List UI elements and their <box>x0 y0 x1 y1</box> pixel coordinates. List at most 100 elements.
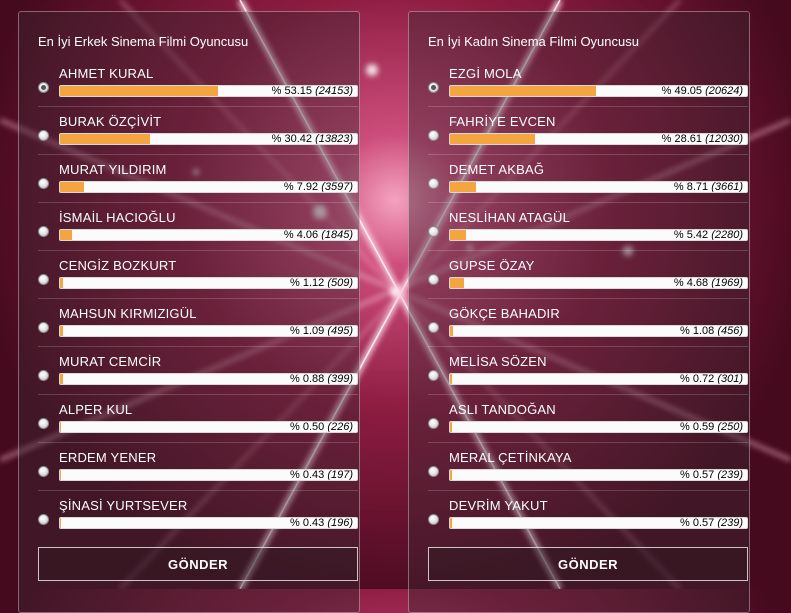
result-percent: % 8.71 (3661) <box>674 181 743 193</box>
option-radio[interactable] <box>38 274 49 285</box>
vote-count: (2280) <box>711 229 743 241</box>
result-bar-fill <box>450 182 476 192</box>
option-radio[interactable] <box>38 226 49 237</box>
option-radio[interactable] <box>428 226 439 237</box>
result-percent: % 28.61 (12030) <box>662 133 743 145</box>
result-percent: % 0.88 (399) <box>290 374 353 384</box>
option-radio[interactable] <box>38 514 49 525</box>
divider <box>38 298 358 299</box>
poll-option[interactable]: AHMET KURAL % 53.15 (24153) <box>19 59 359 107</box>
vote-count: (24153) <box>315 85 353 97</box>
vote-count: (1969) <box>711 277 743 289</box>
poll-option[interactable]: DEMET AKBAĞ % 8.71 (3661) <box>409 155 749 203</box>
result-percent: % 0.59 (250) <box>680 421 743 433</box>
divider <box>428 394 748 395</box>
poll-option[interactable]: MAHSUN KIRMIZIGÜL % 1.09 (495) <box>19 299 359 347</box>
poll-option[interactable]: ŞİNASİ YURTSEVER % 0.43 (196) <box>19 491 359 539</box>
result-bar-fill <box>60 182 84 192</box>
option-radio[interactable] <box>428 322 439 333</box>
poll-option[interactable]: ALPER KUL % 0.50 (226) <box>19 395 359 443</box>
option-radio[interactable] <box>428 82 439 93</box>
option-radio[interactable] <box>38 370 49 381</box>
poll-panel-male-actor: En İyi Erkek Sinema Filmi Oyuncusu AHMET… <box>18 11 360 613</box>
poll-option[interactable]: EZGİ MOLA % 49.05 (20624) <box>409 59 749 107</box>
poll-option[interactable]: MURAT YILDIRIM % 7.92 (3597) <box>19 155 359 203</box>
option-name: ŞİNASİ YURTSEVER <box>59 498 188 513</box>
option-radio[interactable] <box>38 130 49 141</box>
result-bar-fill <box>450 422 452 432</box>
result-bar: % 1.09 (495) <box>59 325 358 337</box>
vote-count: (12030) <box>705 133 743 145</box>
option-radio[interactable] <box>428 274 439 285</box>
divider <box>428 154 748 155</box>
poll-option[interactable]: ASLI TANDOĞAN % 0.59 (250) <box>409 395 749 443</box>
option-name: MELİSA SÖZEN <box>449 354 547 369</box>
option-name: MERAL ÇETİNKAYA <box>449 450 572 465</box>
result-bar: % 1.12 (509) <box>59 277 358 289</box>
option-name: İSMAİL HACIOĞLU <box>59 210 176 225</box>
result-bar: % 5.42 (2280) <box>449 229 748 241</box>
divider <box>38 250 358 251</box>
vote-count: (3597) <box>321 181 353 193</box>
result-bar-fill <box>450 134 535 144</box>
poll-option[interactable]: GUPSE ÖZAY % 4.68 (1969) <box>409 251 749 299</box>
result-bar: % 53.15 (24153) <box>59 85 358 97</box>
option-name: ASLI TANDOĞAN <box>449 402 556 417</box>
result-bar-fill <box>60 134 151 144</box>
percent-value: % 0.72 <box>680 373 715 385</box>
option-radio[interactable] <box>38 82 49 93</box>
result-bar-fill <box>60 326 64 336</box>
vote-count: (196) <box>327 517 353 529</box>
submit-vote-button[interactable]: GÖNDER <box>38 547 358 581</box>
result-percent: % 49.05 (20624) <box>661 85 743 97</box>
poll-option[interactable]: FAHRİYE EVCEN % 28.61 (12030) <box>409 107 749 155</box>
result-percent: % 0.57 (239) <box>680 517 743 529</box>
poll-option[interactable]: CENGİZ BOZKURT % 1.12 (509) <box>19 251 359 299</box>
poll-option[interactable]: MURAT CEMCİR % 0.88 (399) <box>19 347 359 395</box>
poll-option[interactable]: GÖKÇE BAHADIR % 1.08 (456) <box>409 299 749 347</box>
result-percent: % 7.92 (3597) <box>284 181 353 193</box>
result-bar: % 0.43 (196) <box>59 517 358 529</box>
result-percent: % 4.68 (1969) <box>674 277 743 289</box>
option-radio[interactable] <box>428 130 439 141</box>
result-bar: % 8.71 (3661) <box>449 181 748 193</box>
poll-option[interactable]: İSMAİL HACIOĞLU % 4.06 (1845) <box>19 203 359 251</box>
poll-option[interactable]: ERDEM YENER % 0.43 (197) <box>19 443 359 491</box>
result-bar-fill <box>60 230 73 240</box>
result-bar-fill <box>60 422 62 432</box>
option-radio[interactable] <box>428 370 439 381</box>
option-radio[interactable] <box>428 418 439 429</box>
poll-option[interactable]: MELİSA SÖZEN % 0.72 (301) <box>409 347 749 395</box>
percent-value: % 0.59 <box>680 421 715 433</box>
divider <box>38 346 358 347</box>
result-bar-fill <box>60 278 64 288</box>
poll-title: En İyi Erkek Sinema Filmi Oyuncusu <box>38 34 249 49</box>
result-percent: % 1.09 (495) <box>290 326 353 336</box>
poll-option[interactable]: BURAK ÖZÇİVİT % 30.42 (13823) <box>19 107 359 155</box>
result-bar-fill <box>60 518 62 528</box>
option-name: AHMET KURAL <box>59 66 154 81</box>
divider <box>428 490 748 491</box>
vote-count: (239) <box>717 517 743 529</box>
poll-option[interactable]: DEVRİM YAKUT % 0.57 (239) <box>409 491 749 539</box>
poll-option[interactable]: MERAL ÇETİNKAYA % 0.57 (239) <box>409 443 749 491</box>
result-bar-fill <box>450 518 452 528</box>
percent-value: % 49.05 <box>661 85 703 97</box>
percent-value: % 1.12 <box>290 277 325 289</box>
result-bar: % 28.61 (12030) <box>449 133 748 145</box>
result-bar: % 0.43 (197) <box>59 469 358 481</box>
option-radio[interactable] <box>38 322 49 333</box>
option-radio[interactable] <box>38 466 49 477</box>
option-radio[interactable] <box>428 514 439 525</box>
result-bar: % 0.88 (399) <box>59 373 358 385</box>
option-radio[interactable] <box>38 418 49 429</box>
submit-vote-button[interactable]: GÖNDER <box>428 547 748 581</box>
option-radio[interactable] <box>428 466 439 477</box>
vote-count: (3661) <box>711 181 743 193</box>
option-radio[interactable] <box>428 178 439 189</box>
result-bar-fill <box>450 86 596 96</box>
result-percent: % 0.72 (301) <box>680 373 743 385</box>
option-radio[interactable] <box>38 178 49 189</box>
result-bar: % 30.42 (13823) <box>59 133 358 145</box>
poll-option[interactable]: NESLİHAN ATAGÜL % 5.42 (2280) <box>409 203 749 251</box>
